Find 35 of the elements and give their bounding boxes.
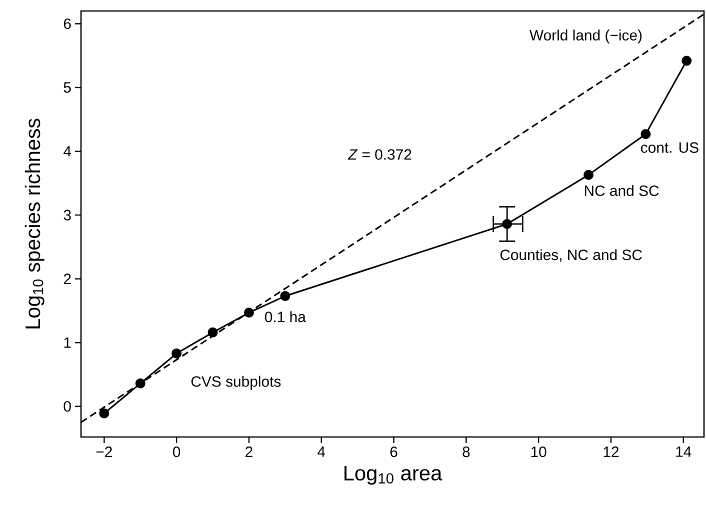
point	[99, 408, 110, 418]
x-tick-label: 2	[246, 446, 252, 457]
y-tick-label: 0	[64, 401, 71, 412]
x-tick-label: 0	[172, 446, 180, 458]
y-tick-label: 3	[64, 210, 71, 220]
point	[640, 129, 651, 140]
y-tick-label: 6	[64, 18, 71, 30]
x-axis-title: Log$_{10}$ area	[344, 466, 442, 485]
x-tick-label: 10	[531, 446, 546, 458]
point	[280, 291, 290, 302]
annotation: Counties, NC and SC	[500, 249, 642, 262]
x-tick-label: 4	[318, 446, 326, 457]
point	[135, 378, 146, 388]
x-tick-label: 14	[676, 446, 692, 457]
x-tick-label: 6	[390, 446, 398, 458]
y-tick-label: 2	[64, 274, 71, 284]
point	[682, 56, 692, 66]
annotation: World land (−ice)	[530, 30, 642, 44]
point	[502, 218, 512, 229]
annotation: cont. US	[641, 142, 698, 153]
x-tick-label: 8	[462, 446, 470, 458]
y-tick-label: 1	[64, 337, 71, 348]
point	[208, 327, 218, 338]
point	[584, 170, 594, 180]
x-tick-label: −2	[96, 446, 112, 457]
y-tick-label: 4	[64, 146, 72, 156]
y-tick-label: 5	[64, 82, 71, 93]
y-axis-title: Log$_{10}$ species richness	[24, 118, 44, 328]
x-tick-label: 12	[604, 446, 619, 457]
annotation: CVS subplots	[191, 376, 281, 390]
point	[244, 308, 254, 318]
annotation: 0.1 ha	[264, 311, 306, 322]
annotation: NC and SC	[584, 185, 659, 196]
point	[172, 348, 182, 358]
annotation: Z = 0.372	[348, 149, 412, 160]
